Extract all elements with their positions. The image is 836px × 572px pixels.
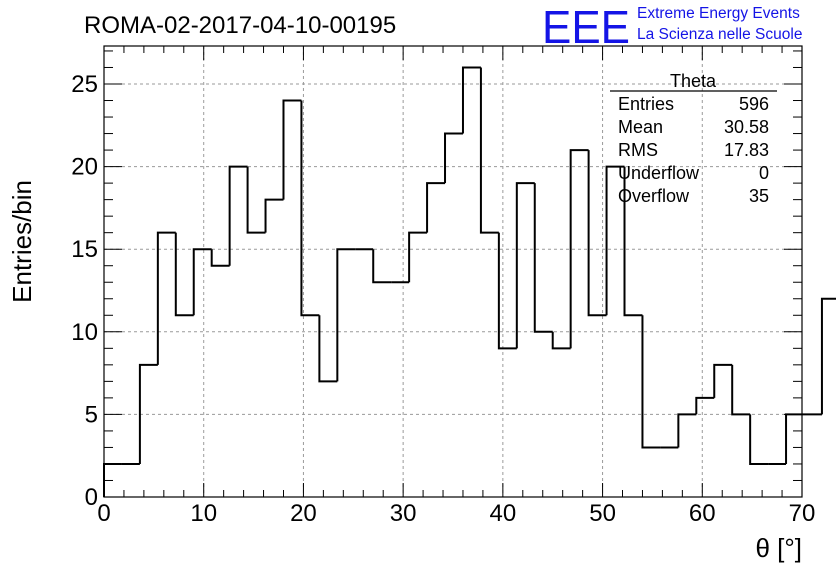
- plot-frame: [103, 45, 803, 498]
- stats-label: RMS: [618, 140, 658, 160]
- histogram-bin: [300, 100, 320, 317]
- histogram-bin: [282, 99, 302, 200]
- histogram-bin: [210, 249, 230, 267]
- eee-logo: EEE: [542, 1, 630, 53]
- stats-label: Entries: [618, 94, 674, 114]
- y-tick-label: 10: [71, 319, 98, 346]
- y-tick-label: 15: [71, 236, 98, 263]
- stats-label: Mean: [618, 117, 663, 137]
- histogram-bin: [533, 183, 553, 333]
- histogram-bin: [228, 165, 248, 266]
- x-tick-label: 20: [290, 500, 317, 527]
- stats-value: 35: [749, 186, 769, 206]
- x-tick-label: 30: [390, 500, 417, 527]
- histogram-bin: [713, 363, 733, 398]
- tick-labels: 0 10 20 30 40 50 60 70 0 5 10 15 20 25: [71, 71, 815, 527]
- x-tick-label: 70: [789, 500, 816, 527]
- histogram-bin: [731, 364, 751, 416]
- stats-label: Overflow: [618, 186, 690, 206]
- histogram-bin: [318, 315, 338, 383]
- grid-lines: [104, 46, 802, 497]
- stats-title: Theta: [670, 71, 717, 91]
- logo-line-1: Extreme Energy Events: [637, 5, 800, 22]
- histogram-bin: [551, 331, 571, 350]
- histogram-bin: [444, 132, 463, 184]
- y-tick-label: 25: [71, 71, 98, 98]
- histogram-bin: [641, 315, 661, 449]
- histogram-bin: [372, 249, 392, 284]
- histogram-bin: [677, 413, 697, 448]
- histogram-bin: [569, 149, 589, 349]
- histogram-bin: [587, 150, 607, 317]
- histogram-bin: [336, 248, 356, 382]
- y-tick-label: 20: [71, 154, 98, 181]
- histogram-bin: [515, 182, 535, 349]
- x-axis-label: θ [°]: [755, 533, 802, 563]
- histogram-bin: [497, 232, 517, 350]
- axis-ticks: [103, 46, 803, 498]
- x-tick-label: 60: [689, 500, 716, 527]
- histogram-bin: [426, 182, 446, 233]
- y-tick-label: 0: [85, 484, 98, 511]
- histogram-bin: [408, 231, 428, 283]
- stats-value: 596: [739, 94, 769, 114]
- histogram-bin: [156, 231, 176, 365]
- histogram-bin: [820, 297, 836, 415]
- x-tick-label: 0: [97, 500, 110, 527]
- histogram-bin: [174, 232, 194, 317]
- histogram-bin: [785, 413, 804, 464]
- y-axis-label: Entries/bin: [7, 180, 37, 303]
- logo-line-2: La Scienza nelle Scuole: [637, 26, 802, 43]
- histogram-bin: [605, 165, 625, 316]
- stats-value: 30.58: [724, 117, 769, 137]
- histogram-bin: [623, 166, 643, 317]
- histogram-bin: [138, 363, 158, 464]
- histogram-bin: [695, 396, 715, 415]
- stats-box: Theta Entries 596 Mean 30.58 RMS 17.83 Underfl…: [610, 71, 777, 206]
- stats-label: Underflow: [618, 163, 700, 183]
- x-tick-label: 10: [190, 500, 217, 527]
- histogram-bin: [246, 166, 266, 234]
- histogram-bin: [264, 198, 284, 233]
- y-tick-label: 5: [85, 401, 98, 428]
- histogram-bins: [103, 66, 836, 497]
- histogram-bin: [461, 66, 481, 134]
- x-tick-label: 40: [490, 500, 517, 527]
- stats-value: 0: [759, 163, 769, 183]
- stats-value: 17.83: [724, 140, 769, 160]
- histogram-bin: [749, 414, 769, 465]
- histogram-bin: [479, 67, 499, 234]
- histogram-bin: [192, 248, 212, 316]
- x-tick-label: 50: [589, 500, 616, 527]
- run-title: ROMA-02-2017-04-10-00195: [84, 12, 396, 39]
